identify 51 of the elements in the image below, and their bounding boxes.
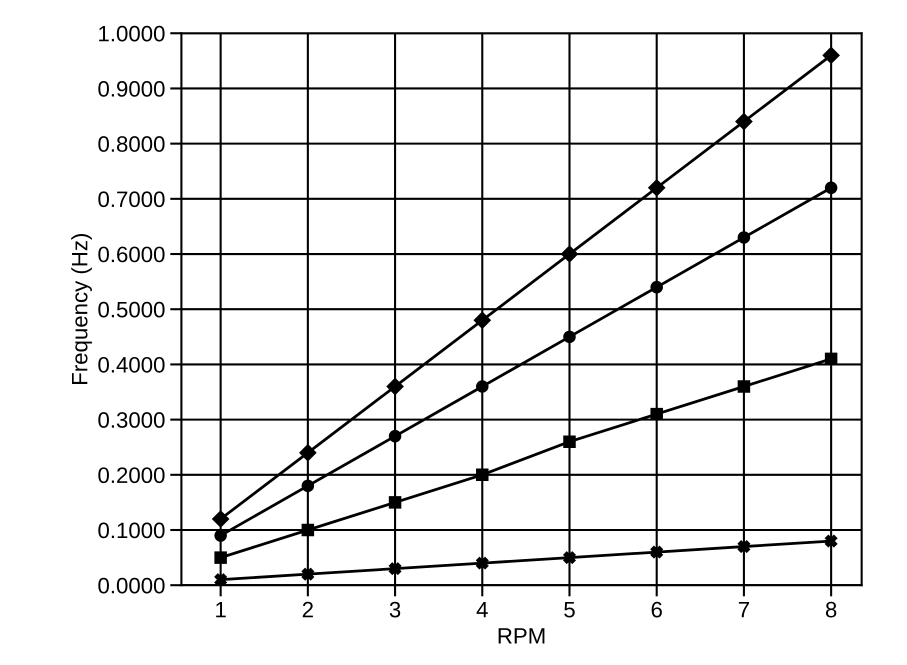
- y-tick-label: 0.7000: [98, 191, 165, 208]
- point: [822, 46, 840, 64]
- point: [212, 510, 230, 528]
- point: [474, 312, 491, 329]
- point: [824, 182, 838, 194]
- x-tick-label: 1: [216, 602, 226, 618]
- x-tick-label: 2: [302, 602, 313, 618]
- point: [214, 573, 227, 586]
- point: [476, 380, 489, 393]
- point: [563, 435, 576, 448]
- point: [299, 444, 316, 462]
- point: [560, 245, 578, 263]
- point: [738, 380, 750, 393]
- point: [386, 378, 404, 396]
- point: [738, 540, 750, 553]
- y-tick-label: 1.0000: [99, 26, 165, 42]
- x-tick-label: 5: [564, 602, 575, 618]
- y-tick-label: 0.0000: [98, 578, 165, 594]
- y-tick-label: 0.5000: [98, 302, 165, 318]
- y-tick-label: 0.6000: [98, 246, 165, 262]
- y-axis-title: Frequency (Hz): [71, 234, 92, 384]
- x-tick-label: 7: [738, 602, 749, 618]
- y-tick-label: 0.8000: [98, 136, 165, 152]
- point: [388, 562, 402, 575]
- point: [476, 468, 489, 482]
- y-tick-label: 0.3000: [98, 412, 165, 428]
- x-tick-label: 8: [826, 602, 836, 618]
- x-axis-title: RPM: [498, 628, 544, 644]
- point: [476, 556, 489, 570]
- point: [650, 546, 663, 558]
- point: [650, 408, 663, 420]
- point: [302, 480, 314, 492]
- point: [302, 568, 314, 580]
- point: [563, 551, 576, 564]
- x-tick-label: 6: [652, 602, 662, 618]
- y-tick-label: 0.1000: [98, 522, 165, 538]
- point: [388, 430, 402, 442]
- y-tick-label: 0.4000: [98, 356, 165, 373]
- point: [650, 280, 663, 294]
- point: [302, 524, 314, 536]
- x-tick-label: 4: [476, 602, 488, 618]
- point: [214, 551, 227, 564]
- point: [824, 534, 838, 548]
- point: [735, 113, 752, 130]
- y-tick-label: 0.2000: [98, 467, 165, 484]
- point: [388, 496, 402, 509]
- point: [648, 179, 666, 196]
- y-tick-label: 0.9000: [98, 80, 165, 97]
- point: [563, 330, 576, 344]
- x-tick-label: 3: [390, 602, 400, 618]
- point: [738, 231, 750, 244]
